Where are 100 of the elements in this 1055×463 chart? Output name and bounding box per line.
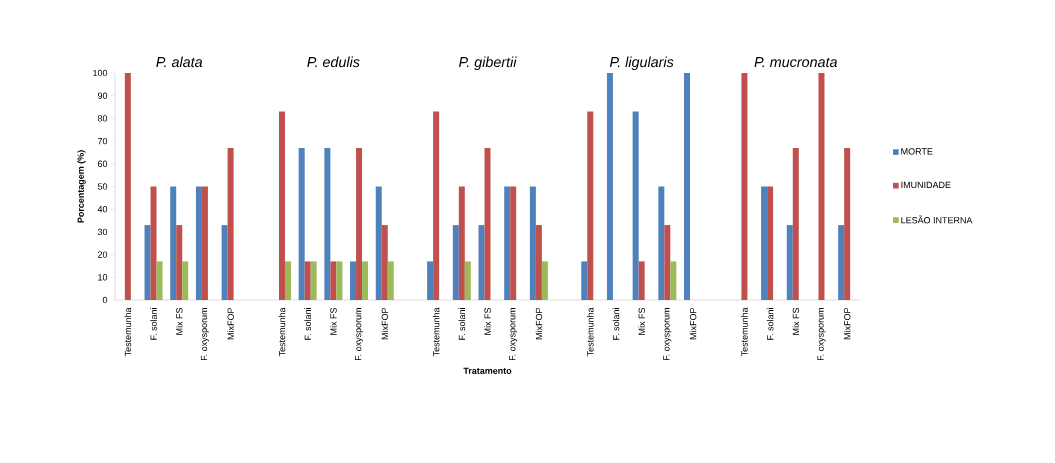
x-tick-label: Mix FS [175,307,183,335]
text: P. mucronata [754,57,838,68]
y-tick-label: 20 [97,251,108,258]
x-tick-label: Testemunha [432,307,440,357]
x-tick-label: MixFOP [227,307,234,340]
y-tick-label: 60 [97,160,108,167]
bar [381,225,388,300]
bar [176,225,183,300]
y-tick-label: 70 [97,137,108,145]
x-tick-label: Testemunha [124,307,132,357]
y-tick-label: 40 [97,206,108,213]
text: P. edulis [307,56,360,68]
y-tick-label: 50 [97,183,108,190]
text: P. ligularis [609,56,674,70]
bar [658,186,665,300]
x-tick-label: Mix FS [330,307,337,335]
bar [304,261,311,300]
bar [844,147,851,300]
bar [761,186,768,300]
bar [529,186,536,300]
bar [458,186,465,300]
x-tick-label: F. solani [458,308,466,340]
legend-label: IMUNIDADE [901,181,951,189]
y-tick-label: 10 [98,274,108,281]
bar [375,186,382,300]
x-tick-label: Testemunha [586,307,594,357]
x-tick-label: F. solani [612,308,620,340]
bar [227,147,234,300]
bar [464,261,471,300]
bar [298,147,305,300]
x-tick-label: MixFOP [689,307,697,340]
x-tick-label: MixFOP [535,307,543,340]
bar [170,186,177,300]
bar [144,225,151,300]
text: P. alata [156,56,203,68]
text: P. gibertii [458,56,517,70]
x-axis-title: Tratamento [463,367,512,374]
bar [541,261,548,300]
bar [792,147,799,300]
bar [510,186,517,300]
bar [684,73,691,300]
bar [324,147,331,300]
bar [741,73,748,300]
bar [535,225,542,300]
bar [124,73,131,300]
bar [478,225,485,300]
bar [664,225,671,300]
bar [452,225,459,300]
x-tick-label: F. oxysporum [355,308,364,361]
x-tick-label: Testemunha [278,307,286,357]
bar [632,111,639,300]
bar [278,111,285,300]
bar [427,261,434,300]
bar [336,261,343,300]
bar [767,186,774,300]
x-tick-label: MixFOP [843,307,851,340]
x-tick-label: Mix FS [792,307,800,335]
bar [356,147,363,300]
bar [310,261,317,300]
bar [182,261,189,300]
y-axis-title: Porcentagem (%) [77,150,86,223]
bar [587,111,594,300]
x-tick-label: F. solani [766,308,774,340]
bar [638,261,645,300]
x-tick-label: MixFOP [381,307,389,340]
y-tick-label: 80 [97,115,108,122]
x-tick-label: F. solani [304,308,311,340]
x-tick-label: F. solani [150,308,157,340]
bar [818,73,825,300]
bar [330,261,337,300]
bar [156,261,163,300]
legend-label: MORTE [901,148,933,155]
bar [484,147,491,300]
y-tick-label: 100 [93,69,108,77]
bar [433,111,440,300]
y-tick-label: 90 [97,92,108,99]
bar [581,261,588,300]
bar [350,261,357,300]
legend-label: LESÃO INTERNA [901,215,973,224]
y-tick-label: 30 [97,228,108,236]
bar [838,225,845,300]
bar [201,186,208,300]
bar [387,261,394,300]
x-tick-label: F. oxysporum [200,308,209,361]
x-tick-label: Mix FS [638,307,645,335]
bar [504,186,511,300]
x-tick-label: Testemunha [741,307,748,357]
bar [195,186,202,300]
bar [786,225,793,300]
bar [150,186,157,300]
x-tick-label: F. oxysporum [817,308,826,361]
x-tick-label: F. oxysporum [663,308,672,361]
x-tick-label: F. oxysporum [509,308,518,361]
bar [362,261,369,300]
bar [606,73,613,300]
y-tick-label: 0 [102,296,108,304]
x-tick-label: Mix FS [484,307,491,335]
bar [670,261,677,300]
bar [221,225,228,300]
bar [284,261,291,300]
